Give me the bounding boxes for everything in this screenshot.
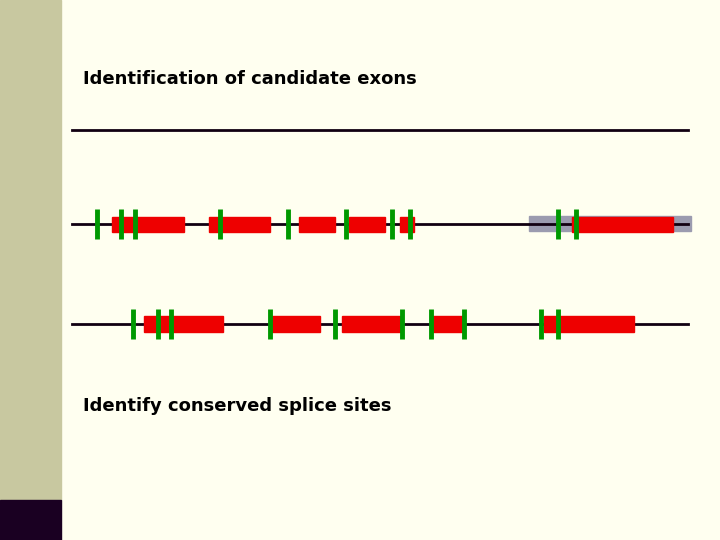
Bar	[0, 0, 61, 500]
Bar	[572, 217, 673, 232]
Bar	[529, 216, 691, 231]
Bar	[342, 316, 400, 332]
Bar	[209, 217, 270, 232]
Bar	[144, 316, 223, 332]
Bar	[112, 217, 184, 232]
Bar	[400, 217, 414, 232]
Text: Identification of candidate exons: Identification of candidate exons	[83, 70, 417, 88]
Bar	[544, 316, 634, 332]
Bar	[299, 217, 335, 232]
Bar	[432, 316, 464, 332]
Bar	[349, 217, 385, 232]
Text: Identify conserved splice sites: Identify conserved splice sites	[83, 397, 391, 415]
Bar	[0, 500, 61, 540]
Bar	[270, 316, 320, 332]
